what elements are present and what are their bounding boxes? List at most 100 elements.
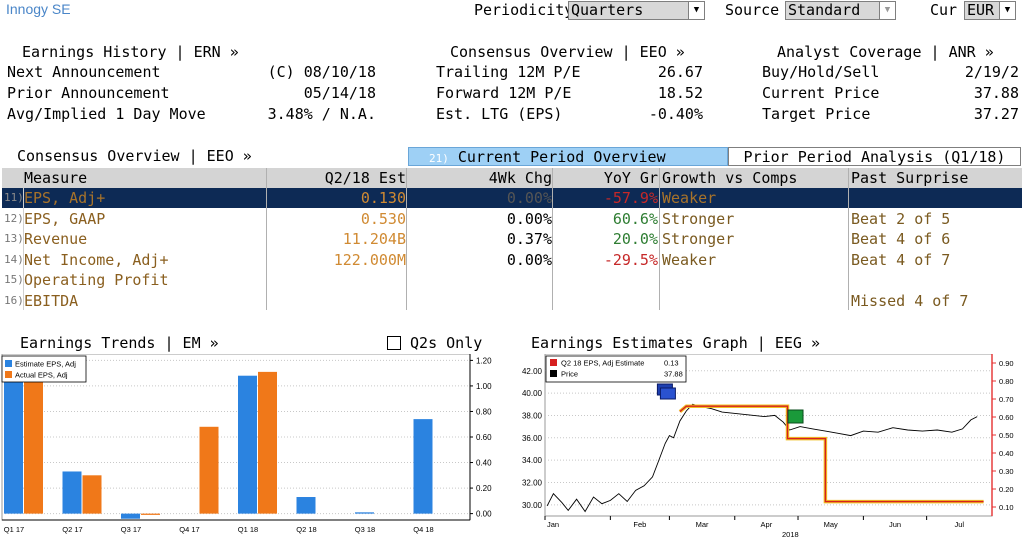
q2s-only-label: Q2s Only (410, 334, 483, 352)
next-announcement-value: (C) 08/10/18 (267, 63, 376, 81)
cell-measure[interactable]: EPS, GAAP (24, 209, 106, 228)
next-announcement-label: Next Announcement (7, 63, 161, 81)
cell-4wk-chg: 0.37% (506, 230, 552, 248)
table-row[interactable]: 11) EPS, Adj+ 0.130 0.00% -57.9% Weaker (2, 188, 1022, 208)
right-tick-label: 0.40 (999, 449, 1014, 458)
table-row[interactable]: 16) EBITDA Missed 4 of 7 (2, 291, 1022, 311)
right-tick-label: 0.80 (999, 377, 1014, 386)
tab-number: 21) (429, 152, 449, 165)
right-tick-label: 0.60 (999, 413, 1014, 422)
day-move-label: Avg/Implied 1 Day Move (7, 105, 206, 123)
legend-label: Price (561, 370, 578, 379)
right-tick-label: 0.20 (999, 485, 1014, 494)
cell-surprise (851, 270, 1021, 290)
cell-growth (662, 291, 848, 311)
tab-current-period[interactable]: 21) Current Period Overview (Q2/18) (408, 147, 728, 186)
chevron-down-icon[interactable]: ▼ (879, 2, 895, 19)
cell-4wk-chg: 0.00% (506, 209, 552, 228)
actual-bar (199, 426, 219, 514)
row-number: 16) (4, 293, 24, 307)
legend-value: 37.88 (664, 370, 683, 379)
earnings-trends-link[interactable]: Earnings Trends | EM » (20, 334, 219, 352)
table-row[interactable]: 12) EPS, GAAP 0.530 0.00% 60.6% Stronger Beat … (2, 209, 1022, 229)
cell-4wk-chg: 0.00% (506, 250, 552, 269)
divider (659, 168, 660, 310)
currency-label: Cur (930, 1, 958, 19)
row-number: 15) (4, 273, 24, 286)
estimate-line (679, 405, 984, 503)
divider (552, 168, 553, 310)
trailing-pe-value: 26.67 (657, 63, 703, 81)
source-select[interactable]: Standard ▼ (785, 1, 896, 20)
currency-value: EUR (967, 1, 995, 19)
legend-label: Estimate EPS, Adj (15, 360, 76, 369)
row-number: 12) (4, 211, 24, 225)
estimate-bar (355, 512, 374, 514)
legend-box (545, 355, 687, 383)
source-label: Source (725, 1, 780, 19)
earnings-estimates-chart: 42.00 40.00 38.00 36.00 34.00 32.00 30.00 0.90 0… (522, 354, 1014, 539)
estimate-bar (4, 365, 23, 514)
estimate-bar (296, 497, 316, 514)
actual-bar (141, 513, 160, 515)
actual-bar (24, 365, 43, 514)
cell-yoy: -57.9% (603, 189, 658, 207)
left-tick-label: 30.00 (522, 501, 543, 510)
estimate-bar (121, 513, 140, 519)
buy-hold-sell-label: Buy/Hold/Sell (762, 63, 880, 81)
actual-bar (82, 475, 102, 514)
currency-select[interactable]: EUR ▼ (964, 1, 1016, 20)
periodicity-select[interactable]: Quarters ▼ (568, 1, 705, 20)
estimate-bar (62, 471, 82, 514)
x-tick-label: Mar (696, 520, 709, 529)
earnings-trends-chart: 1.20 1.00 0.80 0.60 0.40 0.20 0.00 Q1 17 Q2 17 Q3… (1, 354, 492, 534)
chevron-down-icon[interactable]: ▼ (688, 2, 704, 19)
cell-measure[interactable]: EBITDA (24, 291, 79, 310)
prior-announcement-label: Prior Announcement (7, 84, 170, 102)
cell-measure[interactable]: Operating Profit (24, 271, 169, 289)
cell-growth: Stronger (662, 230, 735, 248)
table-row[interactable]: 15) Operating Profit (2, 270, 1022, 290)
y-tick-label: 0.80 (476, 407, 492, 416)
x-tick-label: Q1 18 (238, 525, 258, 534)
right-tick-label: 0.10 (999, 503, 1014, 512)
tab-prior-period[interactable]: Prior Period Analysis (Q1/18) (728, 147, 1021, 166)
cell-est (268, 270, 406, 290)
checkbox-icon[interactable] (387, 336, 401, 350)
x-tick-label: May (824, 520, 838, 529)
legend-label: Actual EPS, Adj (15, 371, 68, 380)
chevron-down-icon[interactable]: ▼ (999, 2, 1015, 19)
table-row[interactable]: 14) Net Income, Adj+ 122.000M 0.00% -29.5% We… (2, 250, 1022, 270)
col-measure: Measure (24, 169, 88, 187)
y-tick-label: 0.60 (476, 433, 492, 442)
cell-yoy: -29.5% (603, 250, 658, 269)
cell-surprise: Beat 2 of 5 (851, 209, 951, 228)
x-tick-label: Apr (761, 520, 773, 529)
left-tick-label: 38.00 (522, 411, 543, 420)
legend-swatch (5, 360, 12, 367)
cell-4wk-chg (408, 291, 552, 311)
x-tick-label: Q2 17 (62, 525, 82, 534)
q2s-only-toggle[interactable]: Q2s Only (387, 334, 482, 352)
legend-box (1, 355, 87, 383)
estimate-bar (413, 419, 433, 514)
table-row[interactable]: 13) Revenue 11.204B 0.37% 20.0% Stronger Beat … (2, 229, 1022, 249)
row-number: 13) (4, 232, 24, 245)
left-tick-label: 32.00 (522, 478, 543, 487)
y-tick-label: 0.40 (476, 459, 492, 468)
divider (266, 168, 267, 310)
cell-measure[interactable]: EPS, Adj+ (24, 189, 106, 207)
cell-measure[interactable]: Revenue (24, 230, 88, 248)
x-tick-label: Q3 17 (121, 525, 141, 534)
right-tick-label: 0.50 (999, 431, 1014, 440)
section-title-consensus[interactable]: Consensus Overview | EEO » (17, 147, 252, 165)
cell-measure[interactable]: Net Income, Adj+ (24, 250, 169, 269)
estimates-graph-link[interactable]: Earnings Estimates Graph | EEG » (531, 334, 820, 352)
earnings-history-link[interactable]: Earnings History | ERN » (22, 43, 239, 61)
consensus-overview-link[interactable]: Consensus Overview | EEO » (450, 43, 685, 61)
buy-hold-sell-value: 2/19/2 (964, 63, 1019, 81)
x-tick-label: Feb (633, 520, 646, 529)
periodicity-value: Quarters (571, 1, 644, 19)
col-surprise: Past Surprise (851, 169, 969, 187)
analyst-coverage-link[interactable]: Analyst Coverage | ANR » (777, 43, 994, 61)
